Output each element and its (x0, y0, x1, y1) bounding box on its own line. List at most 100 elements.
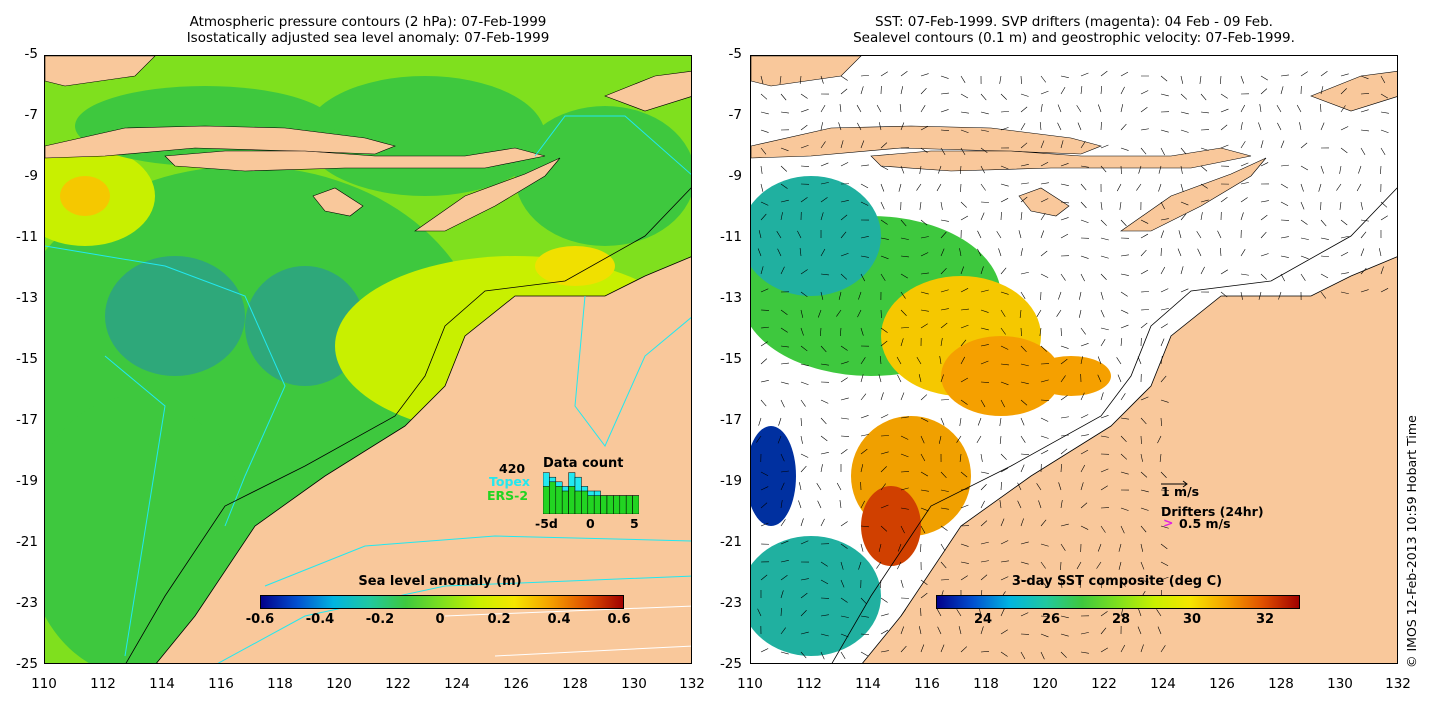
velocity-arrow (840, 214, 848, 221)
sst-patch-east (1031, 356, 1111, 396)
velocity-arrow (1200, 165, 1208, 172)
velocity-arrow (960, 488, 969, 491)
velocity-arrow (800, 631, 809, 635)
velocity-arrow (1120, 254, 1129, 257)
velocity-arrow (999, 500, 1002, 509)
sst-colorbar-tick: 30 (1182, 612, 1202, 627)
velocity-arrow (876, 561, 882, 569)
velocity-arrow (1258, 122, 1262, 131)
velocity-arrow (860, 357, 866, 365)
velocity-arrow (1020, 561, 1029, 565)
velocity-arrow (800, 197, 808, 203)
velocity-arrow (960, 266, 964, 275)
velocity-arrow (1080, 482, 1084, 491)
right-x-tick: 118 (973, 676, 999, 692)
velocity-arrow (1080, 255, 1089, 259)
velocity-arrow (940, 147, 946, 156)
velocity-arrow (760, 147, 767, 155)
left-map-sea-level-anomaly[interactable]: 420 Topex ERS-2 Data count -5d 0 5 Sea l… (44, 55, 692, 664)
velocity-arrow (857, 122, 862, 131)
velocity-arrow (1320, 86, 1324, 95)
velocity-arrow (1240, 249, 1246, 257)
velocity-arrow (960, 646, 968, 653)
velocity-arrow (880, 255, 889, 260)
velocity-arrow (839, 500, 842, 509)
velocity-arrow (1217, 230, 1222, 239)
velocity-arrow (1020, 579, 1029, 582)
velocity-arrow (1137, 356, 1142, 365)
velocity-arrow (1040, 633, 1049, 638)
velocity-arrow (1080, 356, 1083, 365)
velocity-arrow (1120, 453, 1128, 460)
velocity-arrow (1220, 248, 1222, 257)
velocity-arrow (1000, 363, 1009, 366)
velocity-arrow (760, 486, 769, 491)
velocity-arrow (878, 122, 882, 131)
velocity-arrow (980, 289, 989, 293)
velocity-arrow (940, 417, 945, 426)
sla-colorbar-tick: 0 (435, 612, 445, 627)
velocity-arrow (1160, 288, 1169, 293)
velocity-arrow (760, 288, 769, 293)
velocity-arrow (1356, 183, 1362, 192)
velocity-arrow (1280, 255, 1289, 258)
velocity-arrow (820, 417, 827, 425)
velocity-arrow (1020, 453, 1029, 455)
velocity-arrow (999, 75, 1002, 84)
velocity-arrow (1200, 212, 1203, 221)
velocity-arrow (1300, 201, 1305, 210)
velocity-arrow (1079, 291, 1082, 300)
left-x-tick: 118 (267, 676, 293, 692)
velocity-arrow (776, 231, 782, 239)
velocity-arrow (920, 489, 929, 492)
sla-green-northeast (515, 106, 691, 246)
histogram-bar-ers2 (549, 481, 557, 514)
velocity-arrow (820, 363, 829, 366)
velocity-arrow (1320, 104, 1322, 113)
histogram-bar-ers2 (593, 495, 601, 514)
velocity-arrow (1100, 525, 1106, 533)
velocity-arrow (1020, 291, 1026, 299)
velocity-arrow (940, 374, 944, 383)
velocity-arrow (920, 435, 925, 444)
velocity-arrow (1116, 183, 1122, 192)
velocity-arrow (980, 520, 988, 527)
velocity-arrow (760, 75, 764, 84)
sst-colorbar-tick: 28 (1111, 612, 1131, 627)
velocity-arrow (1360, 93, 1370, 95)
velocity-arrow (1220, 93, 1228, 99)
velocity-arrow (1040, 250, 1048, 257)
sla-colorbar-tick: -0.2 (365, 612, 395, 627)
velocity-arrow (1320, 255, 1329, 258)
velocity-arrow (840, 633, 849, 638)
velocity-arrow (1140, 525, 1147, 533)
velocity-arrow (1157, 626, 1162, 635)
velocity-arrow (960, 504, 969, 509)
velocity-arrow (880, 451, 889, 455)
velocity-arrow (1080, 219, 1089, 224)
histogram-bar-ers2 (568, 486, 576, 514)
velocity-arrow (1097, 543, 1102, 552)
velocity-arrow (1040, 417, 1049, 422)
histogram-bar-ers2 (587, 495, 595, 514)
velocity-arrow (1260, 231, 1267, 239)
australia-landmass (156, 256, 691, 663)
geostrophic-velocity-arrows (756, 70, 1389, 660)
velocity-arrow (897, 543, 902, 552)
velocity-arrow (1100, 435, 1109, 438)
velocity-arrow (1360, 219, 1369, 222)
velocity-arrow (1120, 123, 1127, 131)
velocity-arrow (760, 502, 768, 509)
velocity-arrow (900, 453, 909, 458)
velocity-arrow (1060, 434, 1069, 437)
velocity-arrow (1136, 183, 1142, 191)
right-y-tick: -7 (728, 107, 742, 123)
velocity-arrow (1120, 104, 1124, 113)
right-map-sst[interactable]: 1 m/s Drifters (24hr) > 0.5 m/s 3-day SS… (750, 55, 1398, 664)
velocity-arrow (1100, 86, 1103, 95)
velocity-arrow (836, 309, 842, 317)
velocity-arrow (1000, 291, 1009, 295)
velocity-arrow (760, 399, 767, 407)
velocity-arrow (1360, 109, 1369, 113)
velocity-arrow (959, 248, 962, 257)
